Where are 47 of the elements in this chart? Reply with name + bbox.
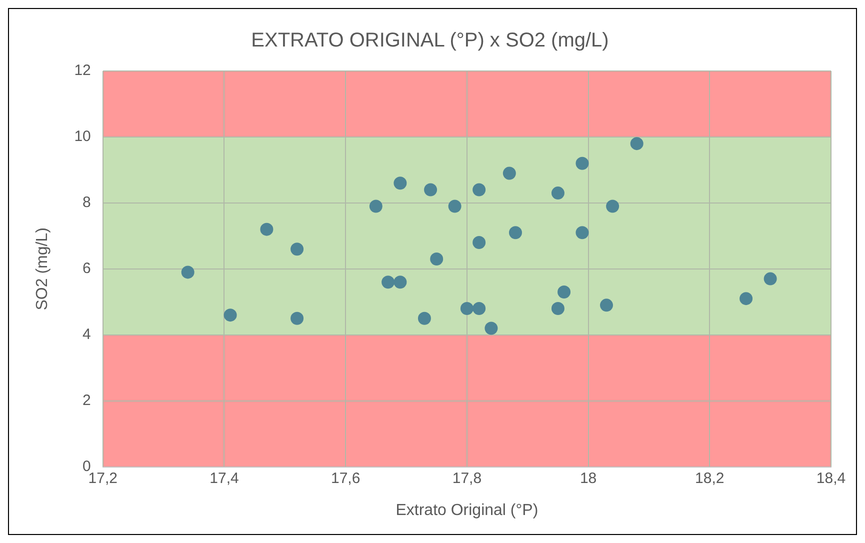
- y-tick-label: 12: [74, 62, 91, 80]
- point: [424, 183, 438, 196]
- point: [224, 308, 237, 322]
- point: [472, 183, 486, 196]
- x-tick-label: 18,4: [816, 470, 846, 487]
- point: [558, 285, 571, 298]
- y-tick-label: 10: [74, 128, 91, 146]
- chart-title: EXTRATO ORIGINAL (°P) x SO2 (mg/L): [251, 30, 609, 52]
- point: [508, 226, 522, 240]
- point: [576, 156, 589, 170]
- point: [630, 137, 644, 150]
- point: [382, 276, 395, 289]
- x-axis-title: Extrato Original (°P): [396, 502, 538, 519]
- point: [502, 166, 516, 180]
- y-tick-label: 4: [82, 326, 91, 344]
- y-axis-title: SO2 (mg/L): [34, 228, 52, 310]
- point: [606, 200, 620, 213]
- point: [460, 302, 474, 315]
- point: [290, 312, 304, 325]
- x-tick-label: 17,6: [330, 470, 360, 487]
- y-tick-label: 2: [82, 392, 91, 409]
- point: [394, 276, 407, 289]
- x-tick-label: 17,4: [210, 470, 239, 487]
- point: [551, 186, 564, 200]
- x-tick-label: 18,2: [695, 470, 724, 487]
- point: [472, 302, 486, 315]
- point: [181, 266, 194, 279]
- y-tick-label: 6: [82, 260, 91, 278]
- point: [576, 226, 589, 240]
- point: [430, 252, 444, 266]
- x-tick-label: 17,2: [88, 470, 118, 487]
- point: [448, 200, 462, 213]
- point: [394, 176, 407, 190]
- y-tick-label: 0: [82, 458, 91, 475]
- point: [260, 222, 274, 236]
- x-tick-label: 17,8: [452, 470, 482, 487]
- point: [484, 322, 498, 335]
- point: [600, 298, 613, 312]
- y-tick-label: 8: [82, 194, 91, 212]
- point: [418, 312, 431, 325]
- point: [369, 200, 382, 213]
- point: [472, 236, 486, 250]
- x-tick-label: 18: [580, 470, 597, 487]
- point: [764, 272, 777, 286]
- point: [740, 292, 753, 306]
- point: [290, 242, 304, 256]
- point: [551, 302, 564, 315]
